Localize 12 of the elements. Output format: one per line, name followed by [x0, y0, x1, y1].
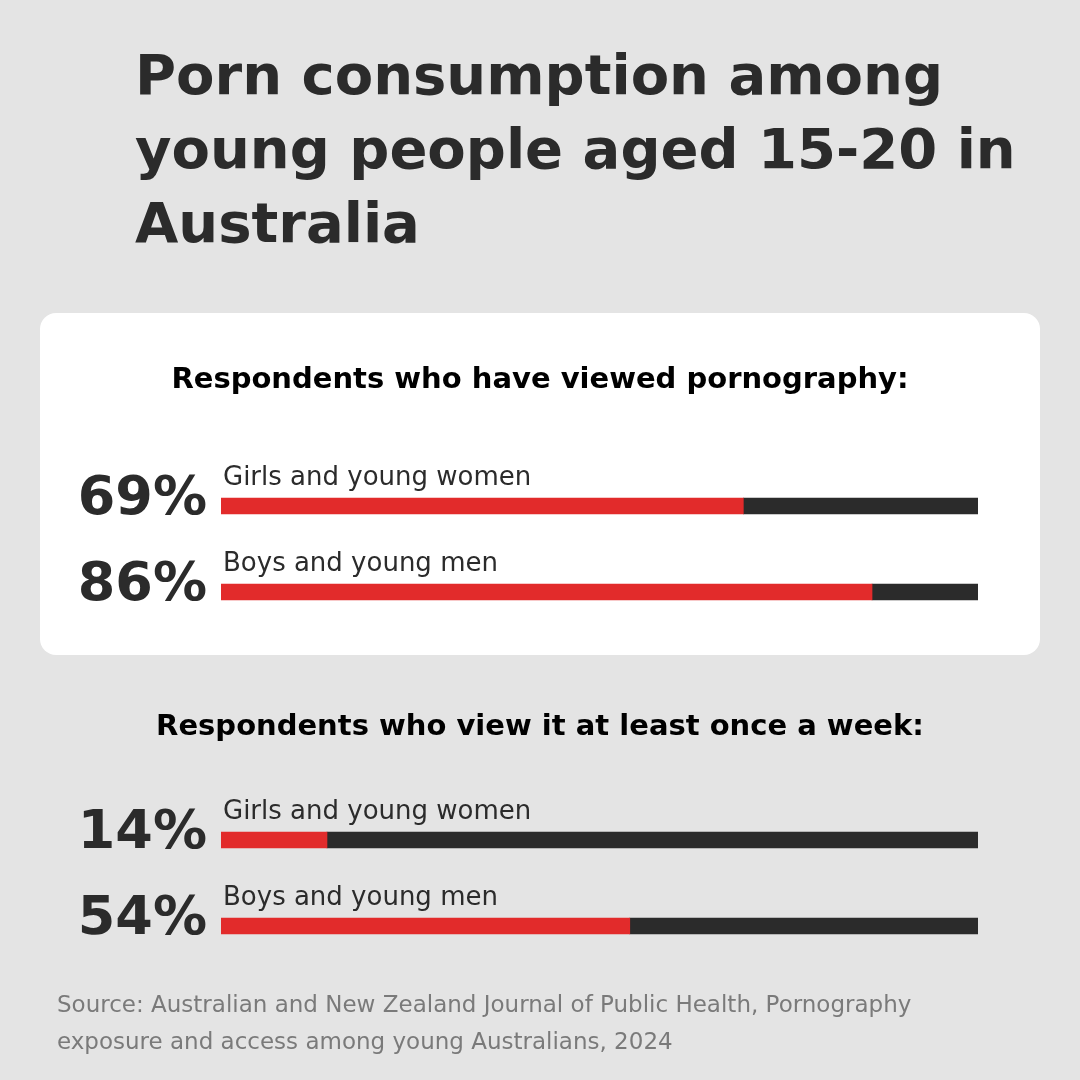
category-label: Boys and young men [223, 547, 498, 577]
category-label: Girls and young women [223, 461, 532, 491]
data-label: 86% [77, 550, 207, 613]
category-label: Girls and young women [223, 795, 532, 825]
chart-title: Porn consumption among young people aged 15-20 in Australia [135, 41, 1017, 257]
category-label: Boys and young men [223, 881, 498, 911]
chart-subtitle: Respondents who have viewed pornography: [170, 361, 910, 395]
data-label: 69% [77, 464, 207, 527]
source-note: Source: Australian and New Zealand Journal of Public Health, Pornography exposure and access among young Australians, 2024 [57, 990, 913, 1056]
data-label: 14% [77, 798, 207, 861]
chart-title: Respondents who view it at least once a week: [155, 708, 925, 742]
data-label: 54% [77, 884, 207, 947]
